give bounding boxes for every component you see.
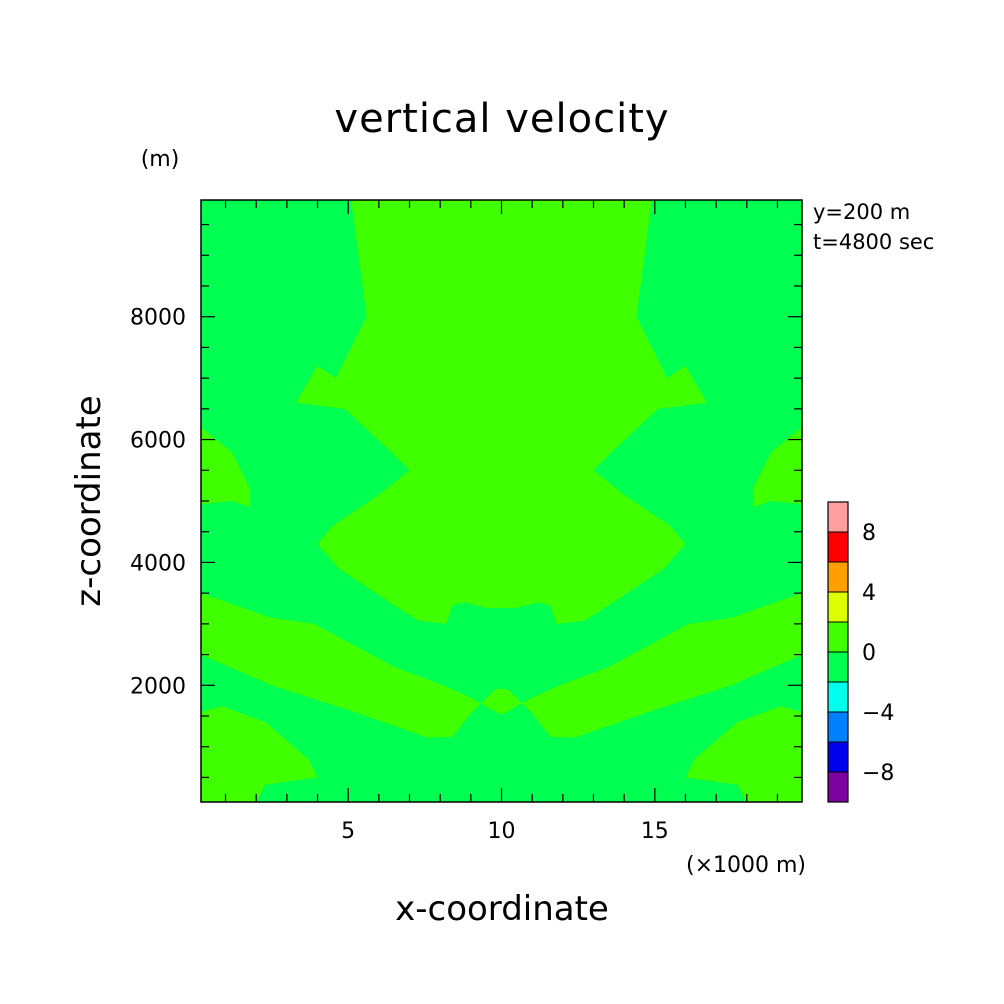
- contour-region-7: [556, 445, 591, 477]
- plot-area: [200, 199, 803, 803]
- colorbar-band: [827, 621, 849, 653]
- colorbar-label: −8: [862, 761, 894, 786]
- x-tick-label: 15: [641, 819, 669, 844]
- y-tick-label: 2000: [130, 674, 186, 699]
- chart-title: vertical velocity: [334, 96, 669, 142]
- x-unit-label: (×1000 m): [686, 853, 806, 878]
- colorbar-band: [827, 741, 849, 773]
- colorbar-band: [827, 531, 849, 563]
- y-tick-label: 6000: [130, 429, 186, 454]
- colorbar-label: 0: [862, 641, 876, 666]
- x-axis-label: x-coordinate: [395, 889, 609, 929]
- y-unit-label: (m): [141, 147, 180, 172]
- x-tick-label: 5: [341, 819, 355, 844]
- colorbar-band: [827, 771, 849, 803]
- contour-region-5: [685, 706, 802, 802]
- colorbar-band: [827, 651, 849, 683]
- colorbar-label: −4: [862, 701, 894, 726]
- info-time: t=4800 sec: [813, 230, 934, 254]
- contour-region-2: [752, 427, 802, 508]
- contour-region-0: [296, 200, 707, 624]
- contour-region-6: [412, 445, 447, 477]
- colorbar-band: [827, 561, 849, 593]
- contour-region-3: [201, 593, 802, 738]
- x-tick-label: 10: [488, 819, 516, 844]
- contour-region-4: [201, 706, 318, 802]
- colorbar: 8 4 0 −4 −8: [827, 501, 894, 803]
- colorbar-band: [827, 681, 849, 713]
- y-tick-label: 8000: [130, 306, 186, 331]
- colorbar-band: [827, 711, 849, 743]
- colorbar-label: 8: [862, 521, 876, 546]
- info-y-position: y=200 m: [813, 200, 910, 224]
- y-tick-label: 4000: [130, 551, 186, 576]
- colorbar-band: [827, 501, 849, 533]
- colorbar-frame: [827, 501, 849, 803]
- contour-region-1: [201, 427, 251, 508]
- colorbar-label: 4: [862, 581, 876, 606]
- colorbar-band: [827, 591, 849, 623]
- y-axis-label: z-coordinate: [69, 395, 109, 606]
- axis-ticks: 5 10 15 2000 4000 6000 8000: [130, 200, 802, 844]
